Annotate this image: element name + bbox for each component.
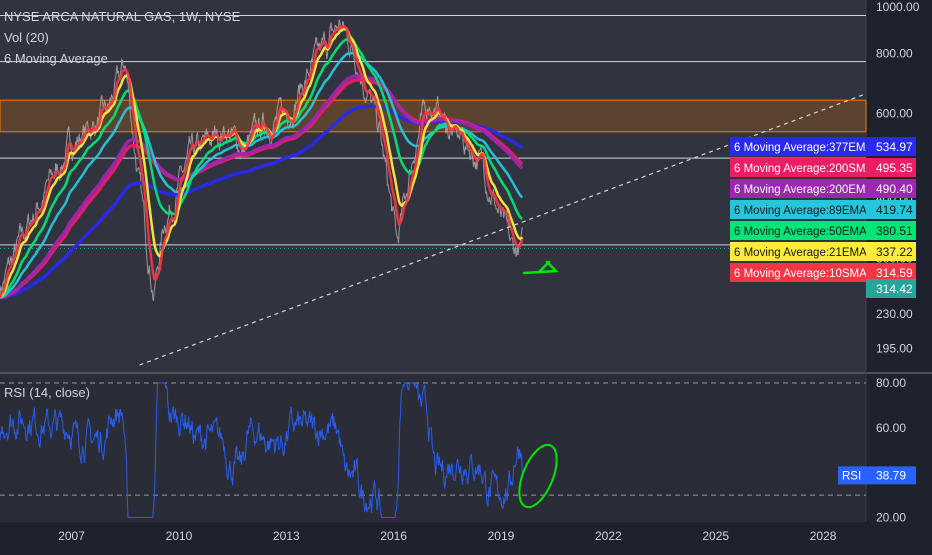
time-axis-tick-label: 2007 bbox=[58, 529, 85, 543]
time-axis-tick-label: 2016 bbox=[380, 529, 407, 543]
ma-price-badge bbox=[866, 200, 916, 219]
trendline bbox=[139, 93, 867, 366]
ma-legend-badge bbox=[730, 200, 866, 219]
ma-legend-badge bbox=[730, 263, 866, 282]
ma-price-badge bbox=[866, 137, 916, 156]
ma-line-377 bbox=[0, 104, 524, 300]
ma-price-badge bbox=[866, 179, 916, 198]
rsi-value-label: 38.79 bbox=[876, 468, 906, 482]
price-axis-tick-label: 1000.00 bbox=[876, 0, 920, 14]
ma-legend-label: 6 Moving Average:50EMA bbox=[734, 226, 867, 238]
rsi-line bbox=[0, 382, 523, 518]
rsi-name-label: RSI bbox=[842, 470, 861, 482]
price-axis-tick-label: 230.00 bbox=[876, 307, 913, 321]
ma-price-label: 490.40 bbox=[876, 182, 913, 196]
ma-price-badge bbox=[866, 158, 916, 177]
rsi-indicator-label[interactable]: RSI (14, close) bbox=[4, 385, 90, 400]
rsi-axis-tick-label: 20.00 bbox=[876, 511, 906, 525]
rsi-circle-annotation bbox=[518, 443, 558, 509]
ma-price-label: 534.97 bbox=[876, 140, 913, 154]
support-marker-annotation bbox=[522, 260, 559, 275]
ma-price-badge bbox=[866, 263, 916, 282]
ma-legend-label: 6 Moving Average:377EMA bbox=[734, 142, 873, 154]
ma-legend-label: 6 Moving Average:10SMA bbox=[734, 268, 867, 280]
ma-legend-label: 6 Moving Average:200EMA bbox=[734, 184, 873, 196]
last-price-badge bbox=[866, 279, 916, 298]
ma-price-label: 314.59 bbox=[876, 266, 913, 280]
time-axis-tick-label: 2022 bbox=[595, 529, 622, 543]
price-axis-tick-label: 600.00 bbox=[876, 107, 913, 121]
ma-line-180 bbox=[0, 74, 524, 300]
time-axis-tick-label: 2013 bbox=[273, 529, 300, 543]
rsi-value-badge bbox=[866, 466, 916, 485]
ma-legend-badge bbox=[730, 158, 866, 177]
rsi-axis-tick-label: 60.00 bbox=[876, 421, 906, 435]
moving-average-indicator-label[interactable]: 6 Moving Average bbox=[4, 51, 108, 66]
ma-legend-badge bbox=[730, 221, 866, 240]
ma-legend-badge bbox=[730, 137, 866, 156]
time-axis-tick-label: 2019 bbox=[488, 529, 515, 543]
time-axis-tick-label: 2010 bbox=[166, 529, 193, 543]
time-axis-tick-label: 2025 bbox=[702, 529, 729, 543]
ma-price-label: 495.35 bbox=[876, 161, 913, 175]
ma-legend-badge bbox=[730, 242, 866, 261]
ma-line-50 bbox=[0, 37, 523, 299]
rsi-axis-tick-label: 80.00 bbox=[876, 376, 906, 390]
price-axis-tick-label: 800.00 bbox=[876, 47, 913, 61]
ma-legend-label: 6 Moving Average:89EMA bbox=[734, 205, 867, 217]
last-price-label: 314.42 bbox=[876, 282, 913, 296]
ma-legend-label: 6 Moving Average:200SMA bbox=[734, 163, 873, 175]
chart-title: NYSE ARCA NATURAL GAS, 1W, NYSE bbox=[4, 9, 241, 24]
rsi-name-badge bbox=[838, 466, 866, 485]
ma-price-label: 337.22 bbox=[876, 245, 913, 259]
ma-legend-badge bbox=[730, 179, 866, 198]
volume-indicator-label[interactable]: Vol (20) bbox=[4, 30, 49, 45]
ma-legend-label: 6 Moving Average:21EMA bbox=[734, 247, 867, 259]
ma-price-badge bbox=[866, 221, 916, 240]
ma-price-label: 380.51 bbox=[876, 224, 913, 238]
ma-price-badge bbox=[866, 242, 916, 261]
price-axis-tick-label: 195.00 bbox=[876, 341, 913, 355]
ma-line-10 bbox=[0, 25, 524, 299]
ma-price-label: 419.74 bbox=[876, 203, 913, 217]
time-axis-tick-label: 2028 bbox=[810, 529, 837, 543]
